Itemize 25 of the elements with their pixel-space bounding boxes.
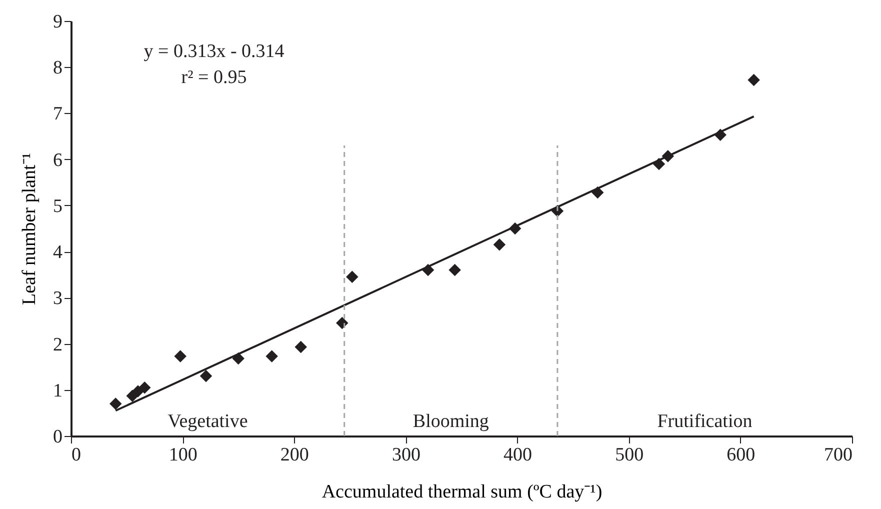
y-tick-label: 1 <box>53 380 62 402</box>
x-tick-label: 0 <box>72 444 81 466</box>
annotation: Blooming <box>412 411 490 432</box>
x-tick-label: 500 <box>615 444 644 466</box>
y-tick-label: 7 <box>53 104 62 125</box>
x-tick-label: 700 <box>824 444 852 466</box>
x-tick-label: 400 <box>504 444 532 466</box>
annotation: y = 0.313x - 0.314 <box>144 41 285 62</box>
annotation: Frutification <box>657 411 753 432</box>
x-axis-title: Accumulated thermal sum (ºC day⁻¹) <box>322 482 602 502</box>
x-tick-label: 100 <box>168 444 198 466</box>
y-tick-label: 2 <box>53 334 62 356</box>
x-tick-label: 200 <box>280 444 309 466</box>
y-tick-label: 0 <box>53 426 62 448</box>
x-tick-label: 300 <box>392 444 420 466</box>
y-tick-label: 9 <box>53 12 62 32</box>
y-tick-label: 8 <box>53 58 62 79</box>
y-axis-title: Leaf number plant⁻¹ <box>19 152 40 306</box>
y-tick-label: 6 <box>53 150 62 171</box>
y-tick-label: 4 <box>53 242 63 264</box>
x-tick-label: 600 <box>726 444 756 466</box>
y-tick-label: 5 <box>53 196 62 217</box>
annotation: Vegetative <box>168 411 248 432</box>
annotation: r² = 0.95 <box>181 67 247 88</box>
y-tick-label: 3 <box>53 288 62 310</box>
